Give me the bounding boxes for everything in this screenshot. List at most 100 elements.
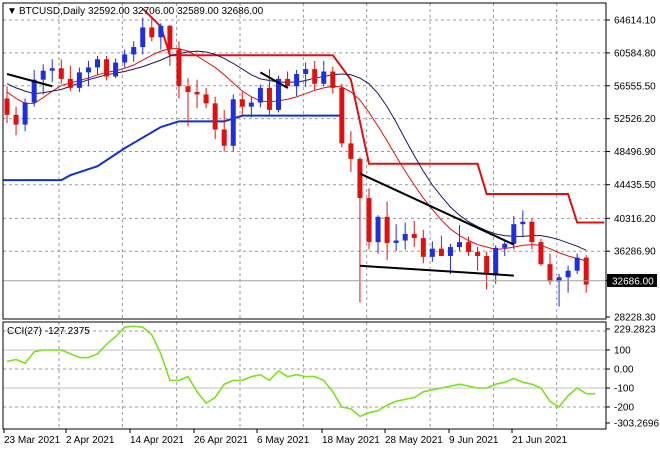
candle-body[interactable] bbox=[384, 216, 390, 243]
time-tick-label: 21 Jun 2021 bbox=[512, 435, 567, 446]
candle-body[interactable] bbox=[58, 68, 64, 79]
candle-body[interactable] bbox=[49, 68, 55, 71]
time-tick-label: 2 Apr 2021 bbox=[66, 435, 115, 446]
candle-body[interactable] bbox=[67, 78, 73, 88]
candle-body[interactable] bbox=[113, 62, 119, 77]
candle-body[interactable] bbox=[520, 221, 526, 225]
candle-body[interactable] bbox=[203, 94, 209, 104]
candle-body[interactable] bbox=[429, 248, 435, 257]
time-tick-label: 23 Mar 2021 bbox=[4, 435, 61, 446]
cci-tick-label: -100 bbox=[614, 384, 634, 395]
candle-body[interactable] bbox=[457, 242, 462, 248]
price-tick-label: 36286.90 bbox=[614, 247, 656, 258]
candle-body[interactable] bbox=[502, 243, 508, 248]
time-axis: 23 Mar 2021 2 Apr 2021 14 Apr 2021 26 Apr 2… bbox=[3, 429, 567, 446]
candle-body[interactable] bbox=[438, 248, 444, 257]
candle-body[interactable] bbox=[40, 70, 46, 80]
price-tick-label: 64614.10 bbox=[614, 16, 656, 27]
cci-tick-label: -303.2696 bbox=[614, 419, 659, 430]
candle-body[interactable] bbox=[402, 233, 408, 241]
candle-body[interactable] bbox=[366, 198, 372, 243]
candle-body[interactable] bbox=[85, 67, 91, 73]
trendlines[interactable] bbox=[6, 71, 515, 277]
time-tick-label: 6 May 2021 bbox=[257, 435, 310, 446]
candle-body[interactable] bbox=[248, 102, 254, 107]
candle-body[interactable] bbox=[529, 221, 535, 243]
candle-body[interactable] bbox=[230, 99, 236, 146]
candle-body[interactable] bbox=[221, 129, 227, 146]
candle-body[interactable] bbox=[493, 247, 499, 274]
candle-body[interactable] bbox=[76, 72, 82, 88]
candle-body[interactable] bbox=[538, 242, 544, 265]
candle-body[interactable] bbox=[131, 47, 137, 55]
candle-body[interactable] bbox=[257, 87, 263, 103]
candle-body[interactable] bbox=[185, 86, 191, 92]
price-tick-label: 44435.50 bbox=[614, 180, 656, 191]
candle-body[interactable] bbox=[176, 49, 182, 87]
cci-tick-label: -200 bbox=[614, 403, 634, 414]
cci-plot bbox=[6, 325, 596, 418]
candle-body[interactable] bbox=[167, 25, 173, 50]
price-panel-frame bbox=[2, 2, 607, 320]
cci-tick-label: 0.00 bbox=[614, 365, 634, 376]
candle-body[interactable] bbox=[375, 216, 381, 243]
candle-body[interactable] bbox=[13, 114, 19, 125]
candle-body[interactable] bbox=[239, 99, 245, 107]
candle-body[interactable] bbox=[321, 71, 327, 84]
price-tick-label: 28228.30 bbox=[614, 313, 656, 324]
candle-body[interactable] bbox=[212, 103, 218, 130]
candle-body[interactable] bbox=[411, 233, 417, 239]
cci-grid bbox=[3, 322, 606, 429]
candle-body[interactable] bbox=[104, 59, 110, 77]
trendline[interactable] bbox=[259, 71, 289, 89]
candle-body[interactable] bbox=[276, 78, 281, 110]
time-tick-label: 26 Apr 2021 bbox=[194, 435, 248, 446]
price-tick-label: 48496.90 bbox=[614, 147, 656, 158]
cci-panel-frame bbox=[2, 321, 607, 430]
candle-body[interactable] bbox=[547, 264, 553, 282]
candle-body[interactable] bbox=[420, 238, 426, 257]
candle-body[interactable] bbox=[583, 257, 589, 285]
candle-body[interactable] bbox=[122, 54, 128, 63]
time-tick-label: 18 May 2021 bbox=[322, 435, 380, 446]
current-price-label: 32686.00 bbox=[612, 277, 654, 288]
candle-body[interactable] bbox=[149, 27, 155, 38]
candle-body[interactable] bbox=[95, 59, 100, 68]
candle-body[interactable] bbox=[511, 224, 517, 244]
candle-body[interactable] bbox=[574, 257, 580, 271]
candle-body[interactable] bbox=[556, 277, 562, 282]
candle-body[interactable] bbox=[4, 98, 10, 115]
candle-body[interactable] bbox=[475, 251, 481, 257]
candle-body[interactable] bbox=[447, 247, 453, 257]
time-tick-label: 14 Apr 2021 bbox=[130, 435, 184, 446]
trendline[interactable] bbox=[6, 73, 53, 88]
candle-body[interactable] bbox=[357, 158, 363, 199]
candle-body[interactable] bbox=[466, 242, 472, 252]
trendline[interactable] bbox=[359, 172, 515, 246]
candle-body[interactable] bbox=[285, 78, 291, 87]
candle-body[interactable] bbox=[330, 71, 336, 88]
candle-body[interactable] bbox=[484, 256, 490, 274]
candle-body[interactable] bbox=[194, 91, 200, 95]
candle-body[interactable] bbox=[158, 25, 164, 38]
candle-body[interactable] bbox=[303, 69, 309, 74]
candle-body[interactable] bbox=[31, 79, 37, 103]
candle-body[interactable] bbox=[348, 143, 354, 159]
cci-tick-label: 229.2823 bbox=[614, 325, 656, 336]
candle-body[interactable] bbox=[339, 87, 345, 144]
time-tick-label: 28 May 2021 bbox=[385, 435, 443, 446]
sma_fast-line bbox=[6, 48, 587, 262]
candle-body[interactable] bbox=[393, 240, 399, 243]
price-tick-label: 56555.50 bbox=[614, 81, 656, 92]
candle-body[interactable] bbox=[266, 87, 272, 110]
candles[interactable] bbox=[4, 16, 589, 307]
candle-body[interactable] bbox=[294, 73, 300, 87]
candle-body[interactable] bbox=[22, 102, 28, 125]
candle-body[interactable] bbox=[140, 27, 146, 48]
candle-body[interactable] bbox=[312, 69, 318, 84]
trendline[interactable] bbox=[359, 264, 514, 277]
candle-body[interactable] bbox=[565, 270, 571, 278]
